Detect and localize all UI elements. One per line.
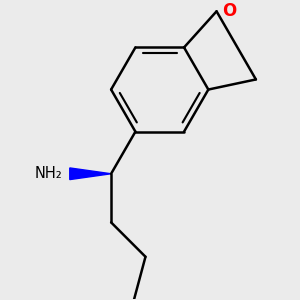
- Polygon shape: [70, 168, 111, 180]
- Text: NH₂: NH₂: [35, 166, 62, 181]
- Text: O: O: [222, 2, 237, 20]
